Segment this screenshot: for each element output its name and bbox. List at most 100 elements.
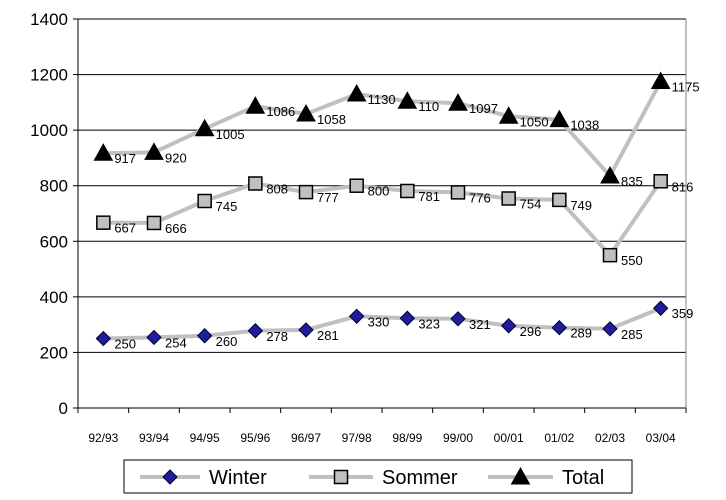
x-tick-label: 95/96: [240, 431, 270, 445]
data-point: [248, 176, 263, 191]
data-point: [245, 96, 266, 114]
data-label: 323: [418, 316, 440, 331]
y-tick-label: 1200: [30, 66, 68, 85]
data-label: 1058: [317, 112, 346, 127]
legend-label: Total: [562, 467, 604, 489]
data-label: 745: [216, 199, 238, 214]
y-tick-label: 1400: [30, 10, 68, 29]
data-point: [448, 93, 468, 111]
data-label: 1005: [216, 127, 245, 142]
legend-box: [123, 459, 633, 494]
data-label: 281: [317, 328, 339, 343]
x-tick-label: 99/00: [443, 431, 473, 445]
data-label: 917: [114, 151, 136, 166]
data-point: [348, 308, 365, 325]
data-point: [298, 184, 314, 200]
data-label: 330: [368, 314, 390, 329]
series-sommer: 667 666 745 808 777 800 781 776 754 749 550 816: [96, 174, 694, 268]
legend-label: Winter: [209, 467, 267, 489]
data-point: [552, 192, 567, 208]
legend-marker: [333, 469, 349, 485]
data-label: 1097: [469, 101, 498, 116]
data-point: [551, 319, 568, 336]
data-point: [247, 323, 264, 339]
data-label: 250: [114, 337, 136, 352]
data-label: 1130: [368, 92, 396, 107]
data-point: [194, 118, 215, 137]
x-tick-label: 03/04: [646, 431, 676, 445]
data-point: [450, 311, 466, 327]
data-point: [96, 215, 111, 230]
x-tick-label: 96/97: [291, 431, 321, 445]
data-point: [653, 174, 668, 189]
data-label: 278: [266, 329, 288, 344]
series-line: [103, 80, 663, 178]
data-label: 321: [469, 317, 491, 332]
data-label: 754: [520, 196, 542, 211]
y-tick-label: 400: [40, 288, 68, 307]
data-point: [500, 318, 517, 334]
data-point: [93, 143, 114, 161]
data-label: 808: [266, 181, 288, 196]
y-tick-label: 0: [59, 399, 68, 418]
data-label: 749: [570, 198, 592, 213]
data-point: [399, 310, 416, 326]
x-tick-label: 00/01: [494, 431, 524, 445]
data-point: [498, 106, 519, 124]
data-point: [146, 215, 162, 231]
data-label: 781: [418, 189, 440, 204]
data-label: 777: [317, 190, 339, 205]
x-tick-label: 01/02: [544, 431, 574, 445]
data-point: [146, 329, 162, 346]
x-tick-label: 93/94: [139, 431, 169, 445]
x-tick-label: 94/95: [190, 431, 220, 445]
data-point: [450, 185, 466, 200]
legend: Winter Sommer Total: [123, 459, 633, 494]
data-point: [652, 300, 669, 316]
data-label: 285: [621, 327, 643, 342]
legend-marker: [510, 466, 531, 485]
data-point: [296, 104, 316, 122]
data-point: [600, 165, 620, 184]
data-label: 667: [114, 221, 136, 236]
data-point: [602, 247, 618, 263]
y-tick-label: 800: [40, 177, 68, 196]
data-point: [298, 322, 314, 338]
gridlines: [78, 18, 686, 353]
data-point: [349, 178, 364, 193]
data-point: [501, 191, 516, 206]
data-label: 359: [672, 306, 694, 321]
data-point: [95, 330, 112, 347]
data-label: 289: [570, 326, 592, 341]
data-label: 1086: [266, 104, 295, 119]
legend-marker: [162, 469, 178, 485]
data-label: 254: [165, 335, 187, 350]
data-label: 1038: [570, 118, 599, 133]
data-label: 666: [165, 221, 187, 236]
x-tick-label: 97/98: [342, 431, 372, 445]
data-label: 816: [672, 179, 694, 194]
data-point: [549, 109, 570, 128]
series-line: [103, 306, 662, 341]
data-label: 296: [520, 324, 542, 339]
data-label: 550: [621, 253, 643, 268]
data-label: 800: [368, 184, 390, 199]
y-axis: 0 200 400 600 800 1000 1200 1400: [30, 10, 78, 418]
data-point: [196, 328, 213, 344]
data-label: 835: [621, 174, 643, 189]
data-label: 920: [165, 150, 187, 165]
data-point: [397, 91, 418, 109]
data-label: 1050: [520, 114, 549, 129]
y-tick-label: 600: [40, 232, 68, 251]
y-tick-label: 1000: [30, 121, 68, 140]
data-point: [650, 71, 671, 90]
x-tick-label: 92/93: [88, 431, 118, 445]
series-line: [103, 180, 663, 258]
y-tick-label: 200: [40, 343, 68, 362]
data-label: 260: [216, 334, 238, 349]
data-label: 776: [469, 190, 491, 205]
data-point: [400, 183, 415, 199]
data-point: [144, 142, 164, 160]
